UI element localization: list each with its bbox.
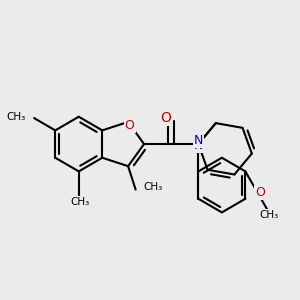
- Text: CH₃: CH₃: [260, 210, 279, 220]
- Text: O: O: [160, 111, 171, 125]
- Text: CH₃: CH₃: [6, 112, 25, 122]
- Text: CH₃: CH₃: [143, 182, 162, 192]
- Text: N: N: [194, 139, 203, 152]
- Text: O: O: [255, 186, 265, 199]
- Text: N: N: [194, 134, 203, 147]
- Text: CH₃: CH₃: [70, 197, 90, 207]
- Text: O: O: [124, 119, 134, 132]
